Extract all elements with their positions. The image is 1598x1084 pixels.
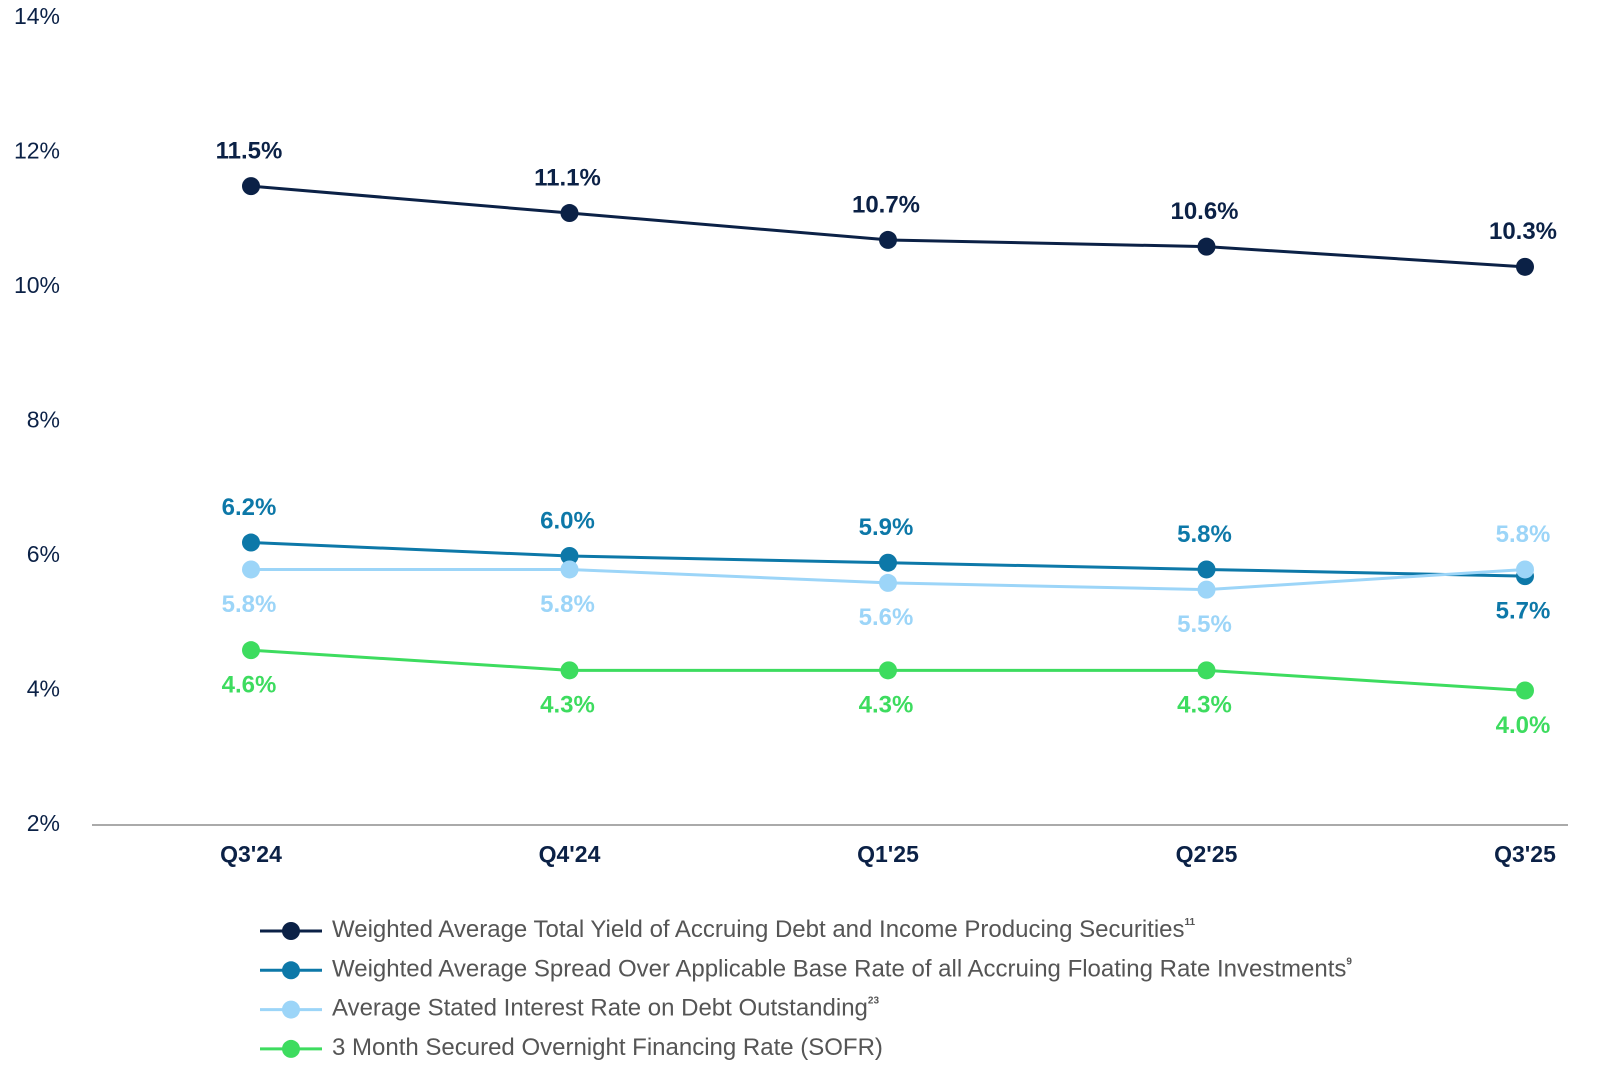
- point: [1197, 661, 1216, 680]
- value-label: 11.5%: [216, 137, 283, 164]
- legend-footnote: 11: [1185, 917, 1196, 928]
- value-label: 5.9%: [859, 514, 914, 541]
- point: [560, 547, 579, 565]
- point: [1516, 681, 1534, 700]
- legend-name: 3 Month Secured Overnight Financing Rate…: [332, 1034, 883, 1061]
- x-tick-label: Q3'24: [220, 841, 282, 867]
- legend-marker: [282, 1039, 300, 1058]
- value-label: 5.5%: [1177, 611, 1232, 638]
- point: [1516, 257, 1534, 276]
- point: [879, 230, 897, 249]
- legend-marker: [282, 922, 300, 940]
- value-label: 10.6%: [1170, 198, 1238, 225]
- point: [242, 177, 260, 196]
- value-label: 4.3%: [859, 692, 914, 719]
- legend-label: 3 Month Secured Overnight Financing Rate…: [332, 1034, 883, 1061]
- legend-footnote: 9: [1346, 956, 1352, 967]
- value-label: 10.7%: [852, 191, 920, 218]
- value-label: 6.2%: [222, 494, 277, 521]
- x-tick-label: Q1'25: [857, 841, 919, 867]
- point: [242, 533, 260, 552]
- point: [879, 661, 897, 680]
- point: [242, 560, 260, 579]
- value-label: 4.3%: [540, 692, 595, 719]
- y-tick-label: 10%: [14, 272, 60, 298]
- x-tick-label: Q4'24: [539, 841, 601, 867]
- legend-label: Weighted Average Spread Over Applicable …: [332, 956, 1352, 983]
- y-tick-label: 8%: [27, 407, 60, 433]
- value-label: 5.6%: [859, 604, 914, 631]
- legend-footnote: 23: [868, 995, 880, 1006]
- point: [560, 204, 579, 223]
- legend-label: Average Stated Interest Rate on Debt Out…: [332, 995, 879, 1022]
- value-label: 5.8%: [222, 591, 277, 618]
- legend-name: Weighted Average Total Yield of Accruing…: [332, 916, 1185, 943]
- y-tick-label: 2%: [27, 810, 60, 836]
- point: [879, 553, 897, 572]
- y-tick-label: 12%: [14, 138, 60, 164]
- point: [1516, 560, 1534, 579]
- value-label: 6.0%: [540, 507, 595, 534]
- point: [879, 573, 897, 592]
- x-tick-label: Q3'25: [1494, 841, 1556, 867]
- value-label: 5.7%: [1496, 598, 1551, 625]
- y-tick-label: 14%: [14, 3, 60, 29]
- value-label: 5.8%: [540, 591, 595, 618]
- point: [1197, 560, 1216, 579]
- value-label: 4.3%: [1177, 692, 1232, 719]
- point: [1197, 580, 1216, 599]
- legend-name: Average Stated Interest Rate on Debt Out…: [332, 995, 868, 1022]
- point: [242, 641, 260, 660]
- legend-marker: [282, 961, 300, 980]
- point: [560, 661, 579, 680]
- point: [1197, 237, 1216, 256]
- value-label: 5.8%: [1177, 521, 1232, 548]
- value-label: 5.8%: [1496, 521, 1551, 548]
- legend-label: Weighted Average Total Yield of Accruing…: [332, 916, 1196, 943]
- value-label: 4.6%: [222, 671, 277, 698]
- x-tick-label: Q2'25: [1176, 841, 1238, 867]
- legend-marker: [282, 1000, 300, 1019]
- value-label: 4.0%: [1496, 712, 1551, 739]
- y-tick-label: 4%: [27, 676, 60, 702]
- legend-name: Weighted Average Spread Over Applicable …: [332, 956, 1346, 983]
- point: [560, 560, 579, 579]
- value-label: 11.1%: [534, 164, 601, 191]
- value-label: 10.3%: [1489, 218, 1557, 245]
- y-tick-label: 6%: [27, 541, 60, 567]
